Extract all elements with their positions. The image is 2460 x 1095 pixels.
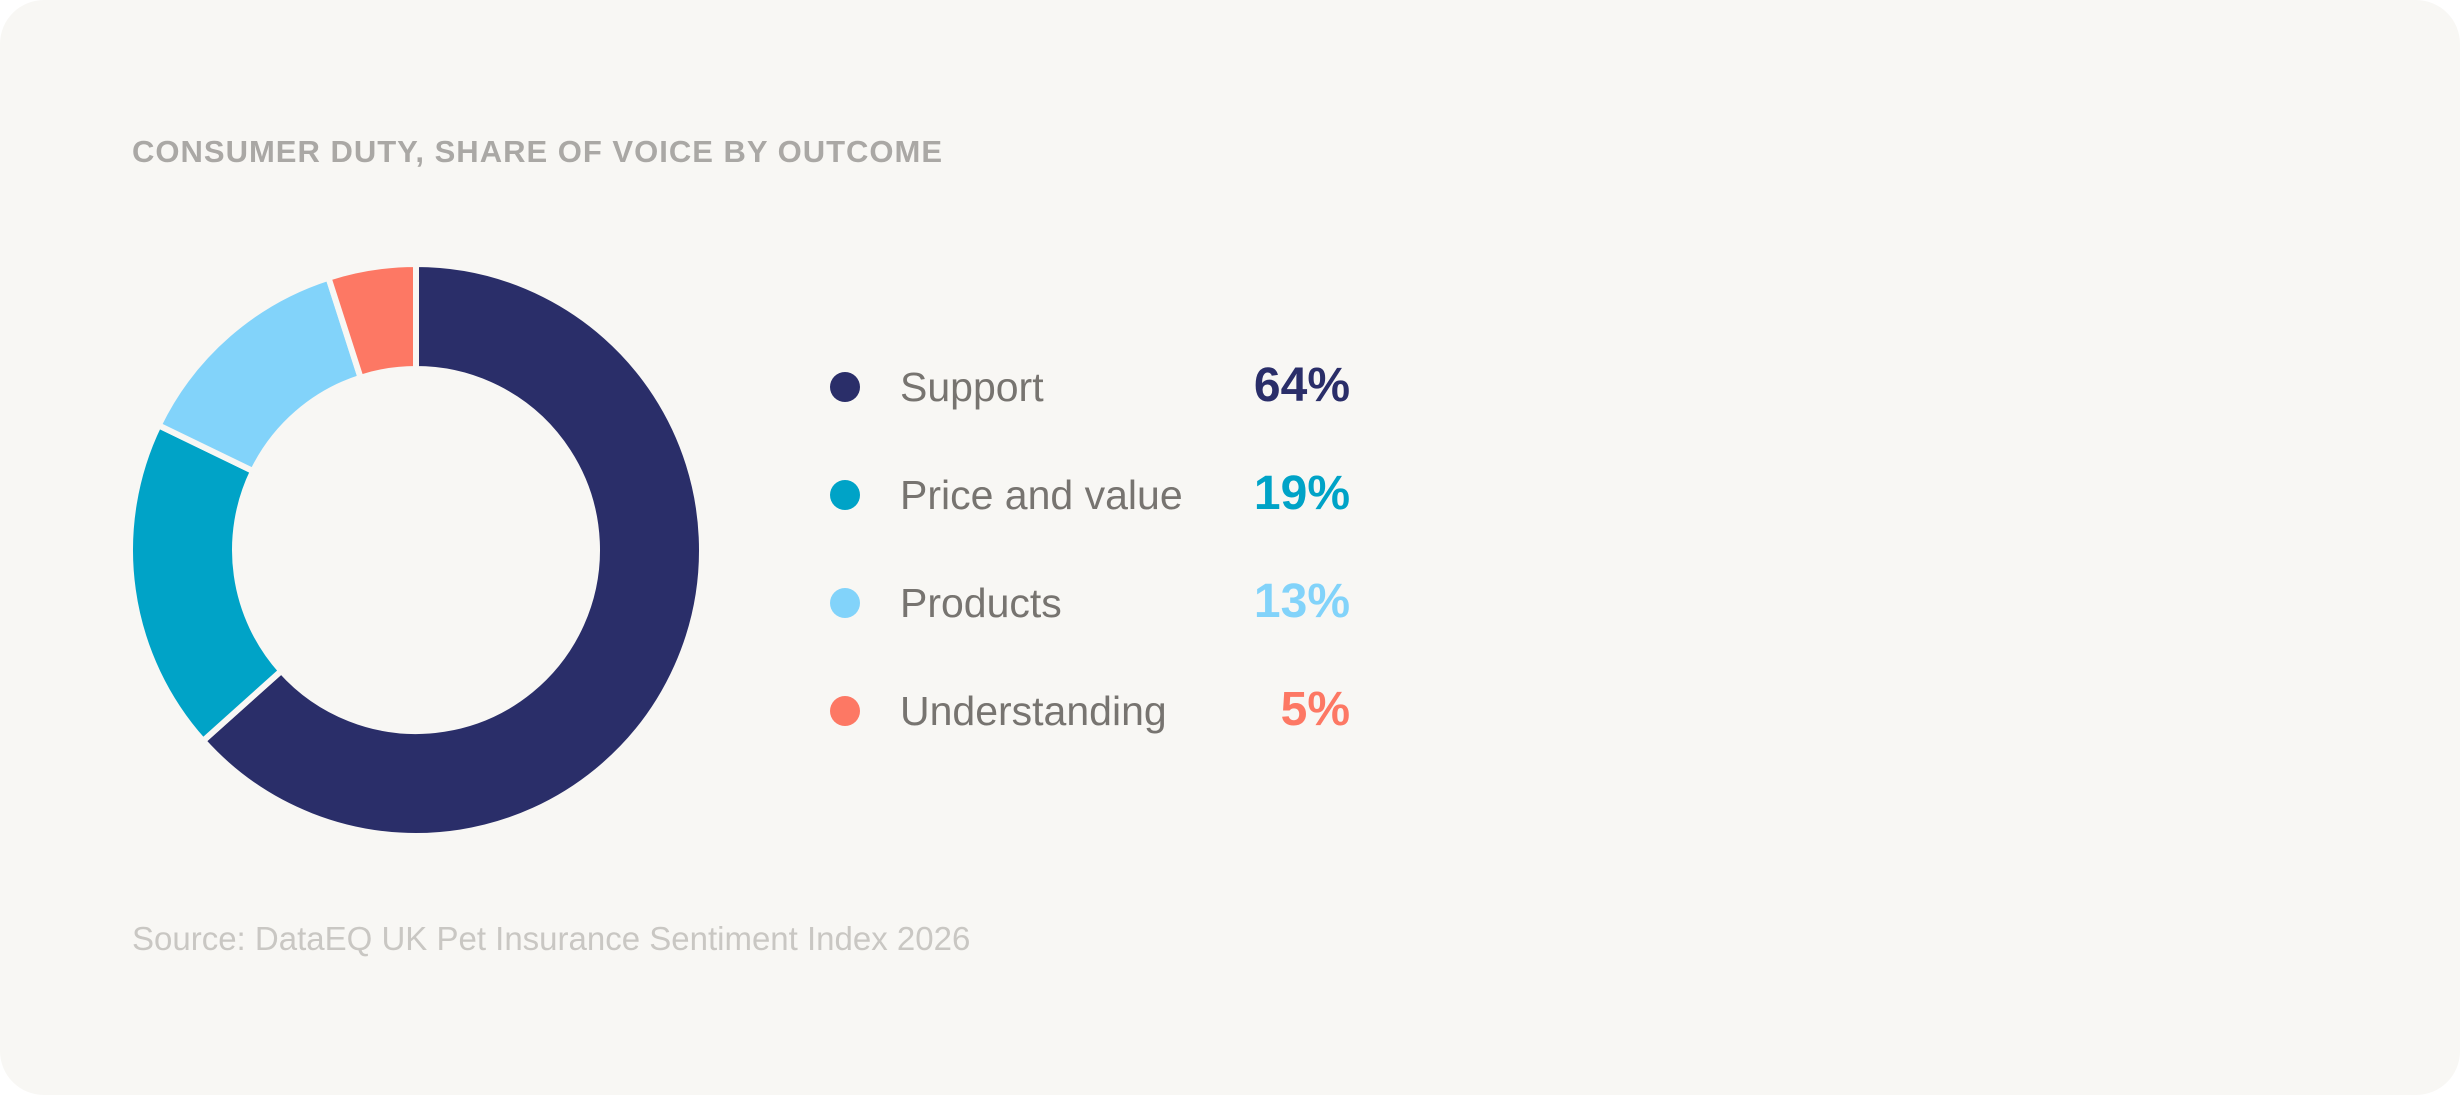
source-note: Source: DataEQ UK Pet Insurance Sentimen…	[132, 920, 971, 957]
legend-item-support: Support 64%	[830, 340, 1350, 448]
legend-label: Understanding	[900, 688, 1167, 734]
legend-label: Price and value	[900, 472, 1183, 518]
legend-item-understanding: Understanding 5%	[830, 664, 1350, 772]
legend-dot	[830, 588, 860, 618]
legend-value: 13%	[1253, 575, 1350, 628]
donut-slice-products	[154, 273, 365, 476]
donut-slice-understanding	[324, 260, 419, 382]
legend-dot	[830, 696, 860, 726]
legend-dot	[830, 480, 860, 510]
legend-label: Support	[900, 364, 1044, 410]
legend-value: 64%	[1253, 359, 1350, 412]
legend-label: Products	[900, 580, 1062, 626]
donut-chart	[127, 260, 705, 839]
legend-value: 5%	[1280, 683, 1350, 736]
legend: Support 64% Price and value 19% Products 13% U…	[830, 340, 1350, 772]
legend-dot	[830, 372, 860, 402]
legend-value: 19%	[1253, 467, 1350, 520]
legend-item-price-and-value: Price and value 19%	[830, 448, 1350, 556]
chart-title: CONSUMER DUTY, SHARE OF VOICE BY OUTCOME	[132, 134, 944, 169]
legend-item-products: Products 13%	[830, 556, 1350, 664]
donut-slice-price-and-value	[127, 421, 286, 746]
donut-slice-support	[198, 260, 705, 839]
